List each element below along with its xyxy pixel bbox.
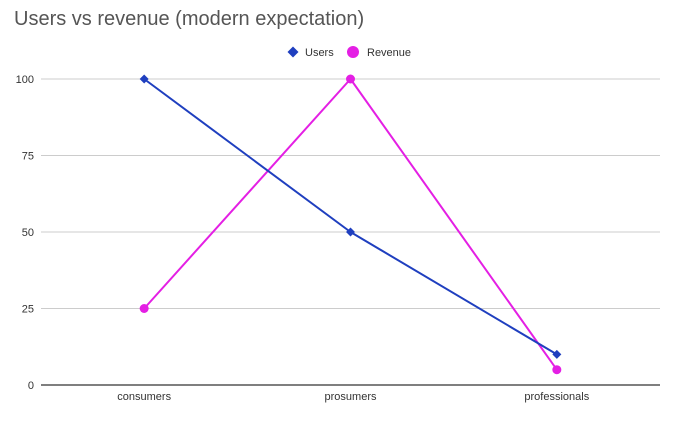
legend: Users Revenue — [287, 46, 411, 59]
axes: 0 25 50 75 100 consumers prosumers professional… — [16, 74, 660, 403]
x-tick-label: consumers — [117, 391, 171, 403]
data-point — [552, 349, 562, 359]
legend-marker — [347, 46, 359, 58]
series-revenue — [139, 74, 562, 375]
y-tick-label: 25 — [22, 304, 34, 316]
series-users — [139, 74, 562, 359]
y-tick-label: 100 — [16, 74, 34, 86]
series-line — [143, 78, 558, 356]
data-point — [346, 74, 355, 84]
legend-label: Revenue — [367, 47, 411, 59]
data-point — [139, 74, 149, 84]
series-line — [143, 78, 558, 371]
legend-item-users: Users — [287, 46, 334, 59]
legend-label: Users — [305, 47, 334, 59]
chart-title: Users vs revenue (modern expectation) — [14, 8, 365, 30]
x-tick-label: professionals — [524, 391, 589, 403]
data-point — [139, 304, 149, 313]
gridlines — [41, 78, 660, 309]
y-tick-label: 75 — [22, 151, 34, 163]
data-point — [346, 227, 355, 237]
series — [139, 74, 562, 375]
x-tick-label: prosumers — [325, 391, 377, 403]
legend-marker — [287, 46, 299, 58]
y-tick-label: 0 — [28, 380, 34, 392]
legend-item-revenue: Revenue — [347, 46, 411, 59]
y-tick-label: 50 — [22, 227, 34, 239]
data-point — [552, 365, 562, 375]
